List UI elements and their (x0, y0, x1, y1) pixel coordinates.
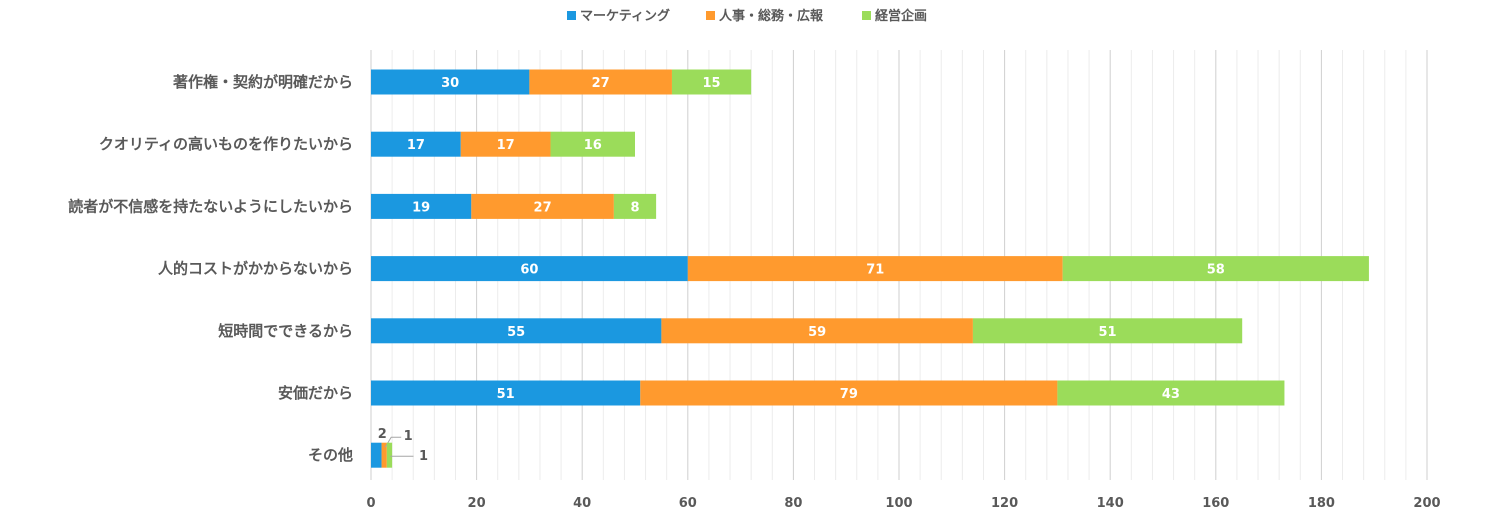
bar-segment (640, 380, 1058, 406)
category-label: 短時間でできるから (218, 322, 353, 340)
x-tick-label: 20 (468, 496, 486, 511)
bar-segment (471, 193, 614, 219)
data-label: 2 (378, 427, 387, 442)
bar-segment (371, 442, 382, 468)
legend-swatch (567, 11, 576, 20)
x-tick-label: 120 (991, 496, 1018, 511)
category-label: クオリティの高いものを作りたいから (99, 135, 353, 153)
legend-swatch (706, 11, 715, 20)
bar-segment (460, 131, 551, 157)
bar-segment (550, 131, 635, 157)
category-label: 人的コストがかからないから (158, 260, 353, 278)
bar-segment (381, 442, 387, 468)
x-tick-label: 100 (885, 496, 912, 511)
x-tick-label: 60 (679, 496, 697, 511)
data-label: 55 (507, 325, 525, 340)
category-label: 安価だから (278, 384, 353, 402)
bars: 30 27 15 17 17 16 19 27 8 60 71 58 55 59 51 51 79 43 2 11 (371, 69, 1369, 468)
bar-segment (1062, 256, 1369, 282)
x-tick-label: 180 (1308, 496, 1335, 511)
bar-segment (687, 256, 1063, 282)
x-axis-ticks: 0 20 40 60 80 100 120 140 160 180 200 (366, 496, 1440, 511)
data-label: 43 (1162, 387, 1180, 402)
data-label: 59 (808, 325, 826, 340)
bar-segment (371, 256, 688, 282)
data-label: 1 (419, 449, 428, 464)
data-label: 71 (866, 263, 884, 278)
data-label: 16 (584, 138, 602, 153)
bar-segment (371, 69, 530, 95)
data-label: 58 (1207, 263, 1225, 278)
data-label: 60 (520, 263, 538, 278)
data-label: 79 (840, 387, 858, 402)
category-label: その他 (308, 446, 353, 464)
legend-label: マーケティング (580, 8, 670, 24)
bar-segment (972, 318, 1243, 344)
data-label: 51 (497, 387, 515, 402)
category-label: 読者が不信感を持たないようにしたいから (68, 197, 353, 215)
legend: マーケティング 人事・総務・広報 経営企画 (567, 8, 927, 24)
bar-segment (371, 131, 461, 157)
legend-label: 経営企画 (875, 8, 927, 24)
bar-segment (671, 69, 752, 95)
data-label: 27 (534, 200, 552, 215)
category-labels: 著作権・契約が明確だからクオリティの高いものを作りたいから読者が不信感を持たない… (68, 73, 353, 464)
data-label: 17 (497, 138, 515, 153)
data-label: 19 (412, 200, 430, 215)
data-label: 8 (630, 200, 639, 215)
bar-segment (529, 69, 672, 95)
bar-segment (1057, 380, 1285, 406)
legend-label: 人事・総務・広報 (719, 8, 824, 24)
x-tick-label: 0 (366, 496, 375, 511)
data-label: 15 (703, 76, 721, 91)
data-label: 30 (441, 76, 459, 91)
data-label: 27 (592, 76, 610, 91)
data-label: 1 (404, 429, 413, 444)
x-tick-label: 160 (1202, 496, 1229, 511)
bar-segment (661, 318, 973, 344)
bar-segment (371, 318, 662, 344)
x-tick-label: 140 (1097, 496, 1124, 511)
x-tick-label: 200 (1413, 496, 1440, 511)
bar-segment (613, 193, 657, 219)
data-label: 17 (407, 138, 425, 153)
bar-segment (371, 193, 472, 219)
legend-swatch (862, 11, 871, 20)
category-label: 著作権・契約が明確だから (172, 73, 353, 91)
bar-segment (371, 380, 641, 406)
x-tick-label: 40 (573, 496, 591, 511)
data-label: 51 (1099, 325, 1117, 340)
x-tick-label: 80 (784, 496, 802, 511)
bar-segment (386, 442, 393, 468)
